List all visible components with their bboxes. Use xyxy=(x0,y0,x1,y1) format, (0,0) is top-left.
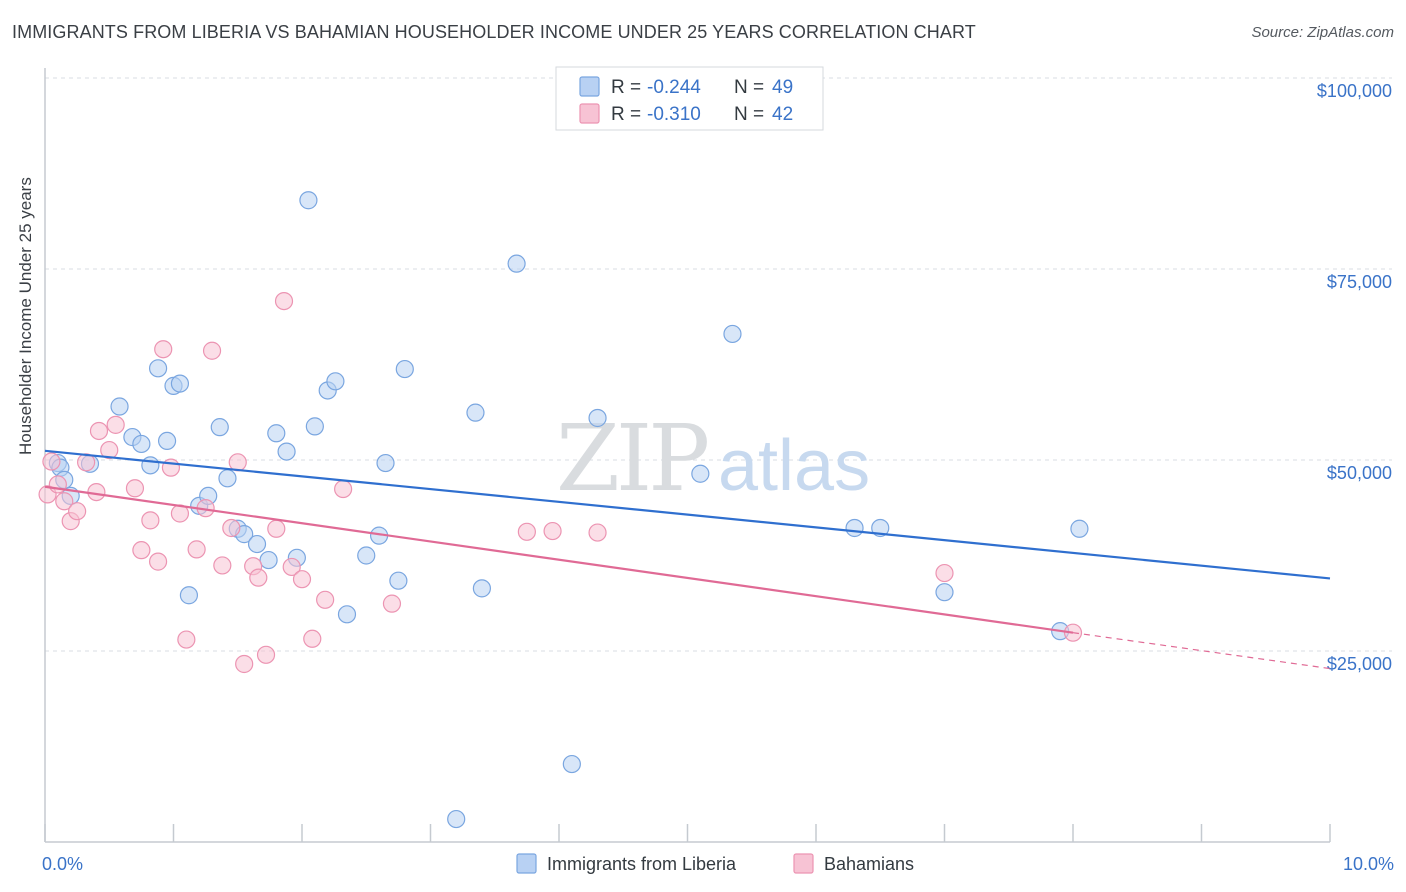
point-liberia xyxy=(132,434,151,454)
stats-r-label: R = xyxy=(611,104,641,125)
point-bahamians xyxy=(334,479,353,499)
series-liberia xyxy=(48,191,1089,829)
point-bahamians xyxy=(588,523,607,542)
point-liberia xyxy=(141,456,160,475)
point-liberia xyxy=(110,397,129,416)
point-liberia xyxy=(466,403,485,422)
point-bahamians xyxy=(77,453,96,472)
point-liberia xyxy=(389,571,408,590)
point-liberia xyxy=(562,754,581,774)
point-bahamians xyxy=(282,557,301,577)
point-liberia xyxy=(157,431,177,450)
point-liberia xyxy=(337,605,357,624)
point-liberia xyxy=(935,583,954,602)
point-bahamians xyxy=(141,511,160,530)
stats-legend-box xyxy=(555,66,824,131)
point-bahamians xyxy=(543,521,562,541)
point-bahamians xyxy=(106,415,125,434)
point-bahamians xyxy=(222,518,241,538)
point-bahamians xyxy=(382,594,402,613)
y-tick-label: $100,000 xyxy=(1317,81,1392,101)
point-liberia xyxy=(845,518,864,538)
point-bahamians xyxy=(935,563,954,583)
point-liberia xyxy=(277,442,296,461)
x-tick-label-min: 0.0% xyxy=(42,854,83,874)
stats-n-value: 49 xyxy=(772,77,793,98)
point-liberia xyxy=(447,809,466,829)
point-bahamians xyxy=(187,540,206,559)
point-bahamians xyxy=(42,452,61,471)
stats-legend-swatch xyxy=(579,103,600,124)
point-liberia xyxy=(170,374,190,393)
point-bahamians xyxy=(177,630,196,649)
series-legend: Immigrants from Liberia Bahamians xyxy=(516,853,914,874)
point-liberia xyxy=(723,324,742,344)
y-tick-label: $50,000 xyxy=(1327,463,1392,483)
point-liberia xyxy=(472,579,491,598)
stats-r-label: R = xyxy=(611,77,641,98)
point-bahamians xyxy=(213,556,232,575)
stats-legend: R = -0.244 N = 49 R = -0.310 N = 42 xyxy=(555,66,824,131)
point-liberia xyxy=(179,586,199,605)
point-bahamians xyxy=(274,291,294,311)
stats-n-label: N = xyxy=(734,104,764,125)
point-bahamians xyxy=(154,340,173,359)
point-liberia xyxy=(588,408,607,428)
point-liberia xyxy=(691,464,710,483)
point-bahamians xyxy=(68,502,87,521)
point-liberia xyxy=(1070,519,1089,538)
point-bahamians xyxy=(303,629,322,648)
point-bahamians xyxy=(316,590,335,609)
y-tick-label: $25,000 xyxy=(1327,654,1392,674)
point-liberia xyxy=(267,424,286,443)
point-bahamians xyxy=(235,654,254,674)
point-liberia xyxy=(376,453,395,473)
point-liberia xyxy=(395,359,414,379)
point-liberia xyxy=(299,191,318,210)
watermark-zip: ZIP xyxy=(556,405,707,512)
source-label: Source: ZipAtlas.com xyxy=(1251,24,1394,41)
trendline-bahamians xyxy=(44,485,1074,634)
point-liberia xyxy=(507,254,526,273)
point-bahamians xyxy=(132,541,151,560)
chart-title: IMMIGRANTS FROM LIBERIA VS BAHAMIAN HOUS… xyxy=(12,22,976,42)
point-liberia xyxy=(357,546,376,565)
point-bahamians xyxy=(292,570,312,589)
point-bahamians xyxy=(125,479,145,498)
y-tick-label: $75,000 xyxy=(1327,272,1392,292)
stats-n-label: N = xyxy=(734,77,764,98)
point-bahamians xyxy=(267,519,286,538)
watermark-atlas: atlas xyxy=(718,426,870,506)
point-liberia xyxy=(259,550,278,570)
point-bahamians xyxy=(256,645,276,664)
point-bahamians xyxy=(55,492,74,511)
series-legend-swatch xyxy=(793,853,814,874)
point-bahamians xyxy=(249,568,268,587)
point-bahamians xyxy=(148,552,168,571)
point-bahamians xyxy=(100,440,119,460)
point-liberia xyxy=(148,359,168,378)
point-liberia xyxy=(305,417,324,436)
series-legend-swatch xyxy=(516,853,537,874)
stats-legend-swatch xyxy=(579,76,600,97)
stats-r-value: -0.310 xyxy=(647,104,701,125)
trendline-liberia xyxy=(44,449,1331,580)
stats-r-value: -0.244 xyxy=(647,77,701,98)
point-liberia xyxy=(326,372,345,391)
stats-n-value: 42 xyxy=(772,104,793,125)
point-bahamians xyxy=(517,522,536,541)
series-legend-label: Bahamians xyxy=(824,854,914,874)
series-bahamians xyxy=(38,291,1083,674)
point-bahamians xyxy=(228,453,247,472)
point-bahamians xyxy=(89,421,109,441)
point-liberia xyxy=(210,418,229,437)
series-legend-label: Immigrants from Liberia xyxy=(547,854,737,874)
x-tick-label-max: 10.0% xyxy=(1343,854,1394,874)
point-liberia xyxy=(247,534,267,554)
point-bahamians xyxy=(202,341,222,360)
point-liberia xyxy=(218,469,237,488)
